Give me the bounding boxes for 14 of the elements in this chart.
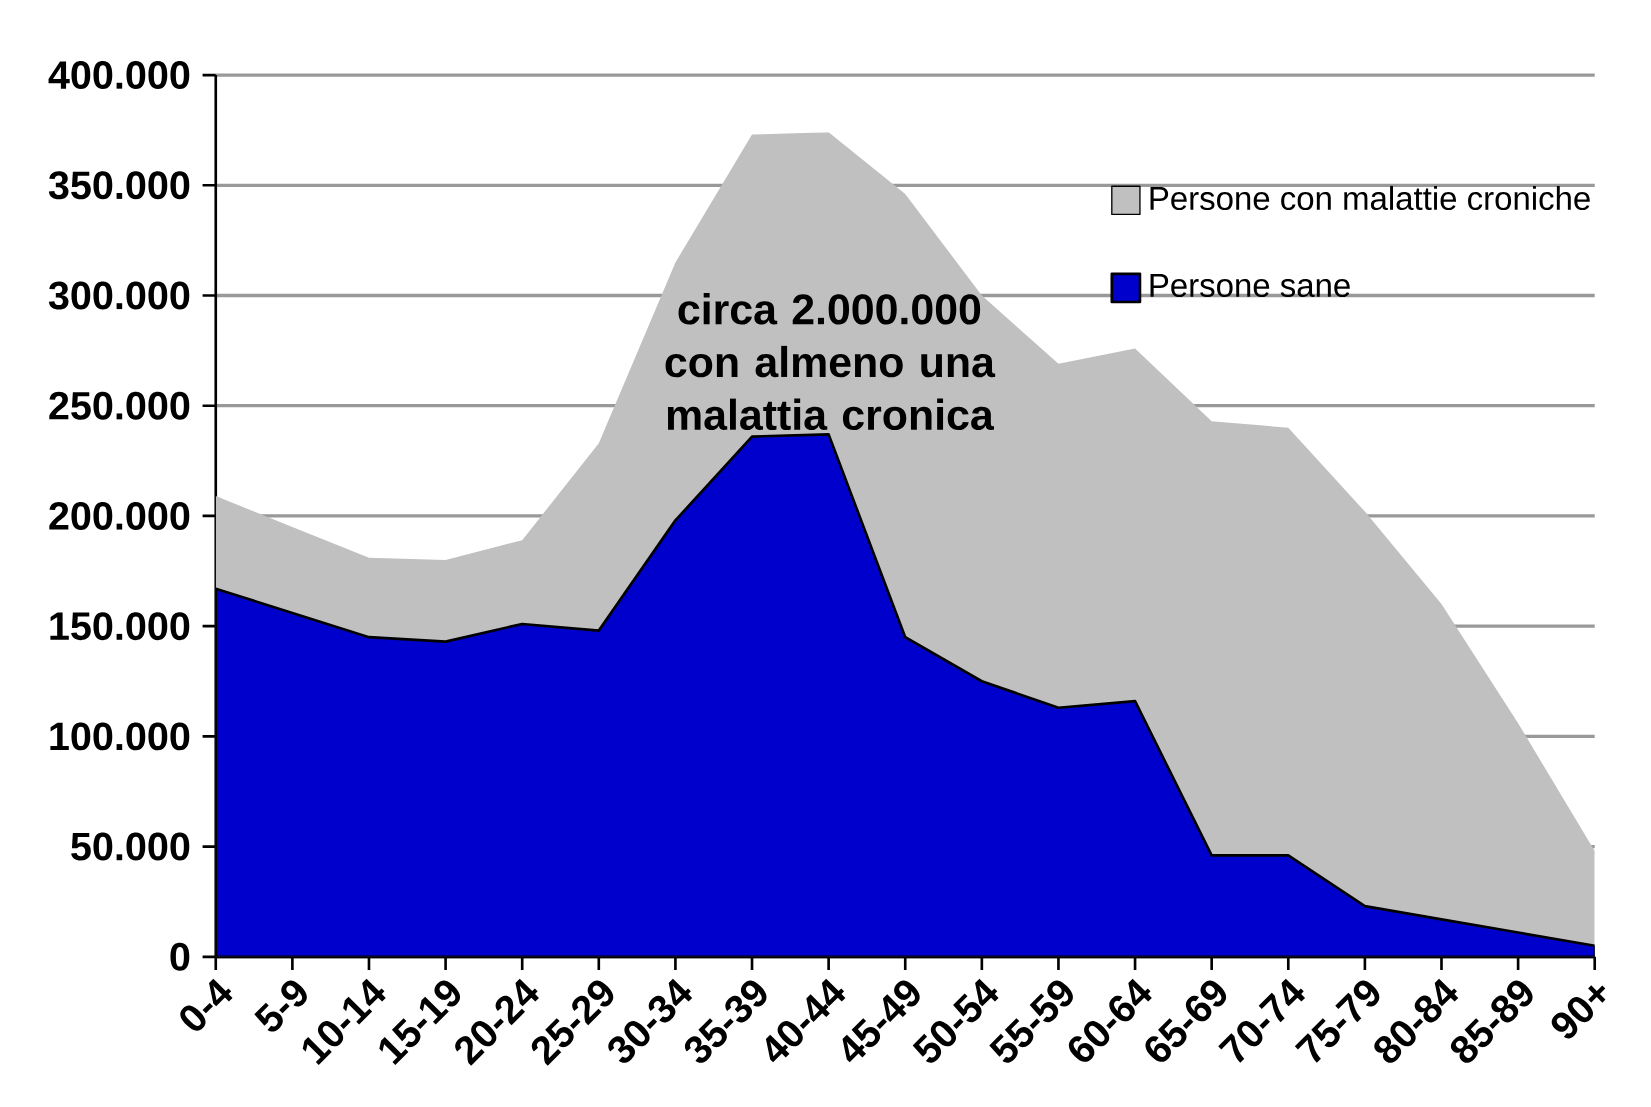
y-tick-label: 0 — [170, 942, 190, 971]
y-tick-label: 300.000 — [48, 281, 190, 310]
y-tick-label: 350.000 — [48, 171, 190, 200]
legend-label: Persone sane — [1150, 274, 1350, 298]
y-tick-label: 100.000 — [50, 722, 190, 751]
x-tick-label: 90+ — [1551, 985, 1606, 1039]
y-tick-label: 150.000 — [50, 612, 190, 641]
x-tick-label: 0-4 — [180, 978, 233, 1031]
y-tick-label: 400.000 — [48, 61, 190, 90]
y-tick-label: 200.000 — [49, 501, 190, 530]
y-tick-label: 50.000 — [71, 832, 190, 861]
annotation: circa 2.000.000 con almeno una malattia cronica — [665, 293, 996, 431]
y-tick-label: 250.000 — [49, 391, 190, 420]
legend-label: Persone con malattie croniche — [1150, 185, 1590, 211]
